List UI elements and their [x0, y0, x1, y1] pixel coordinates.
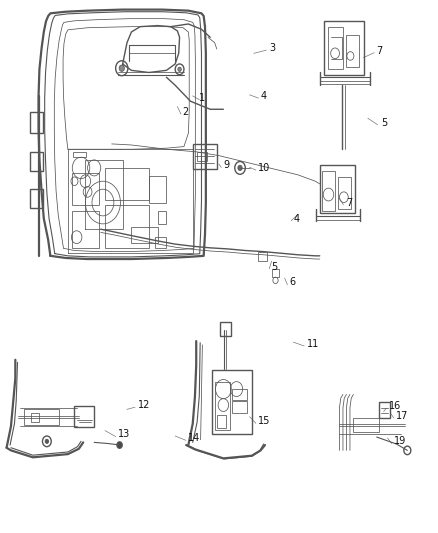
Text: 3: 3: [269, 43, 276, 53]
Bar: [30, 189, 43, 208]
Bar: [328, 27, 343, 69]
Bar: [197, 152, 207, 161]
Circle shape: [238, 165, 242, 171]
Bar: [324, 21, 364, 75]
Bar: [72, 173, 99, 205]
Bar: [158, 211, 166, 224]
Bar: [353, 418, 379, 432]
Bar: [232, 401, 247, 413]
Bar: [217, 415, 226, 428]
Text: 4: 4: [293, 214, 300, 223]
Bar: [105, 205, 149, 248]
Text: 17: 17: [396, 411, 409, 421]
Bar: [30, 152, 43, 171]
Bar: [320, 165, 355, 213]
Text: 6: 6: [289, 278, 295, 287]
Bar: [232, 389, 247, 400]
Text: 13: 13: [118, 430, 131, 439]
Text: 12: 12: [138, 400, 150, 410]
Text: 7: 7: [377, 46, 383, 55]
Text: 14: 14: [188, 433, 201, 443]
Text: 5: 5: [381, 118, 387, 127]
Bar: [193, 144, 217, 169]
Text: 11: 11: [307, 339, 319, 349]
Bar: [73, 152, 86, 157]
Text: 19: 19: [394, 437, 406, 446]
Bar: [131, 227, 158, 243]
Text: 15: 15: [258, 416, 271, 426]
Text: 2: 2: [182, 107, 188, 117]
Bar: [212, 370, 252, 434]
Text: 7: 7: [346, 198, 352, 207]
Bar: [272, 269, 279, 277]
Bar: [30, 112, 43, 133]
Bar: [72, 211, 99, 248]
Text: 5: 5: [272, 262, 278, 271]
Text: 9: 9: [223, 160, 230, 170]
Bar: [379, 402, 390, 418]
Circle shape: [178, 67, 181, 71]
Text: 16: 16: [389, 401, 401, 411]
Circle shape: [45, 439, 49, 443]
Bar: [220, 322, 231, 336]
Bar: [105, 168, 149, 200]
Text: 4: 4: [261, 91, 267, 101]
Circle shape: [119, 65, 124, 71]
Bar: [74, 406, 94, 427]
Bar: [155, 237, 166, 248]
Bar: [338, 177, 351, 209]
Circle shape: [117, 442, 122, 448]
Bar: [149, 176, 166, 203]
Bar: [346, 35, 359, 67]
Bar: [258, 252, 267, 261]
Text: 10: 10: [258, 163, 271, 173]
Text: 1: 1: [199, 93, 205, 102]
Bar: [215, 382, 230, 430]
Bar: [322, 171, 335, 211]
Bar: [24, 409, 59, 425]
Bar: [31, 413, 39, 422]
